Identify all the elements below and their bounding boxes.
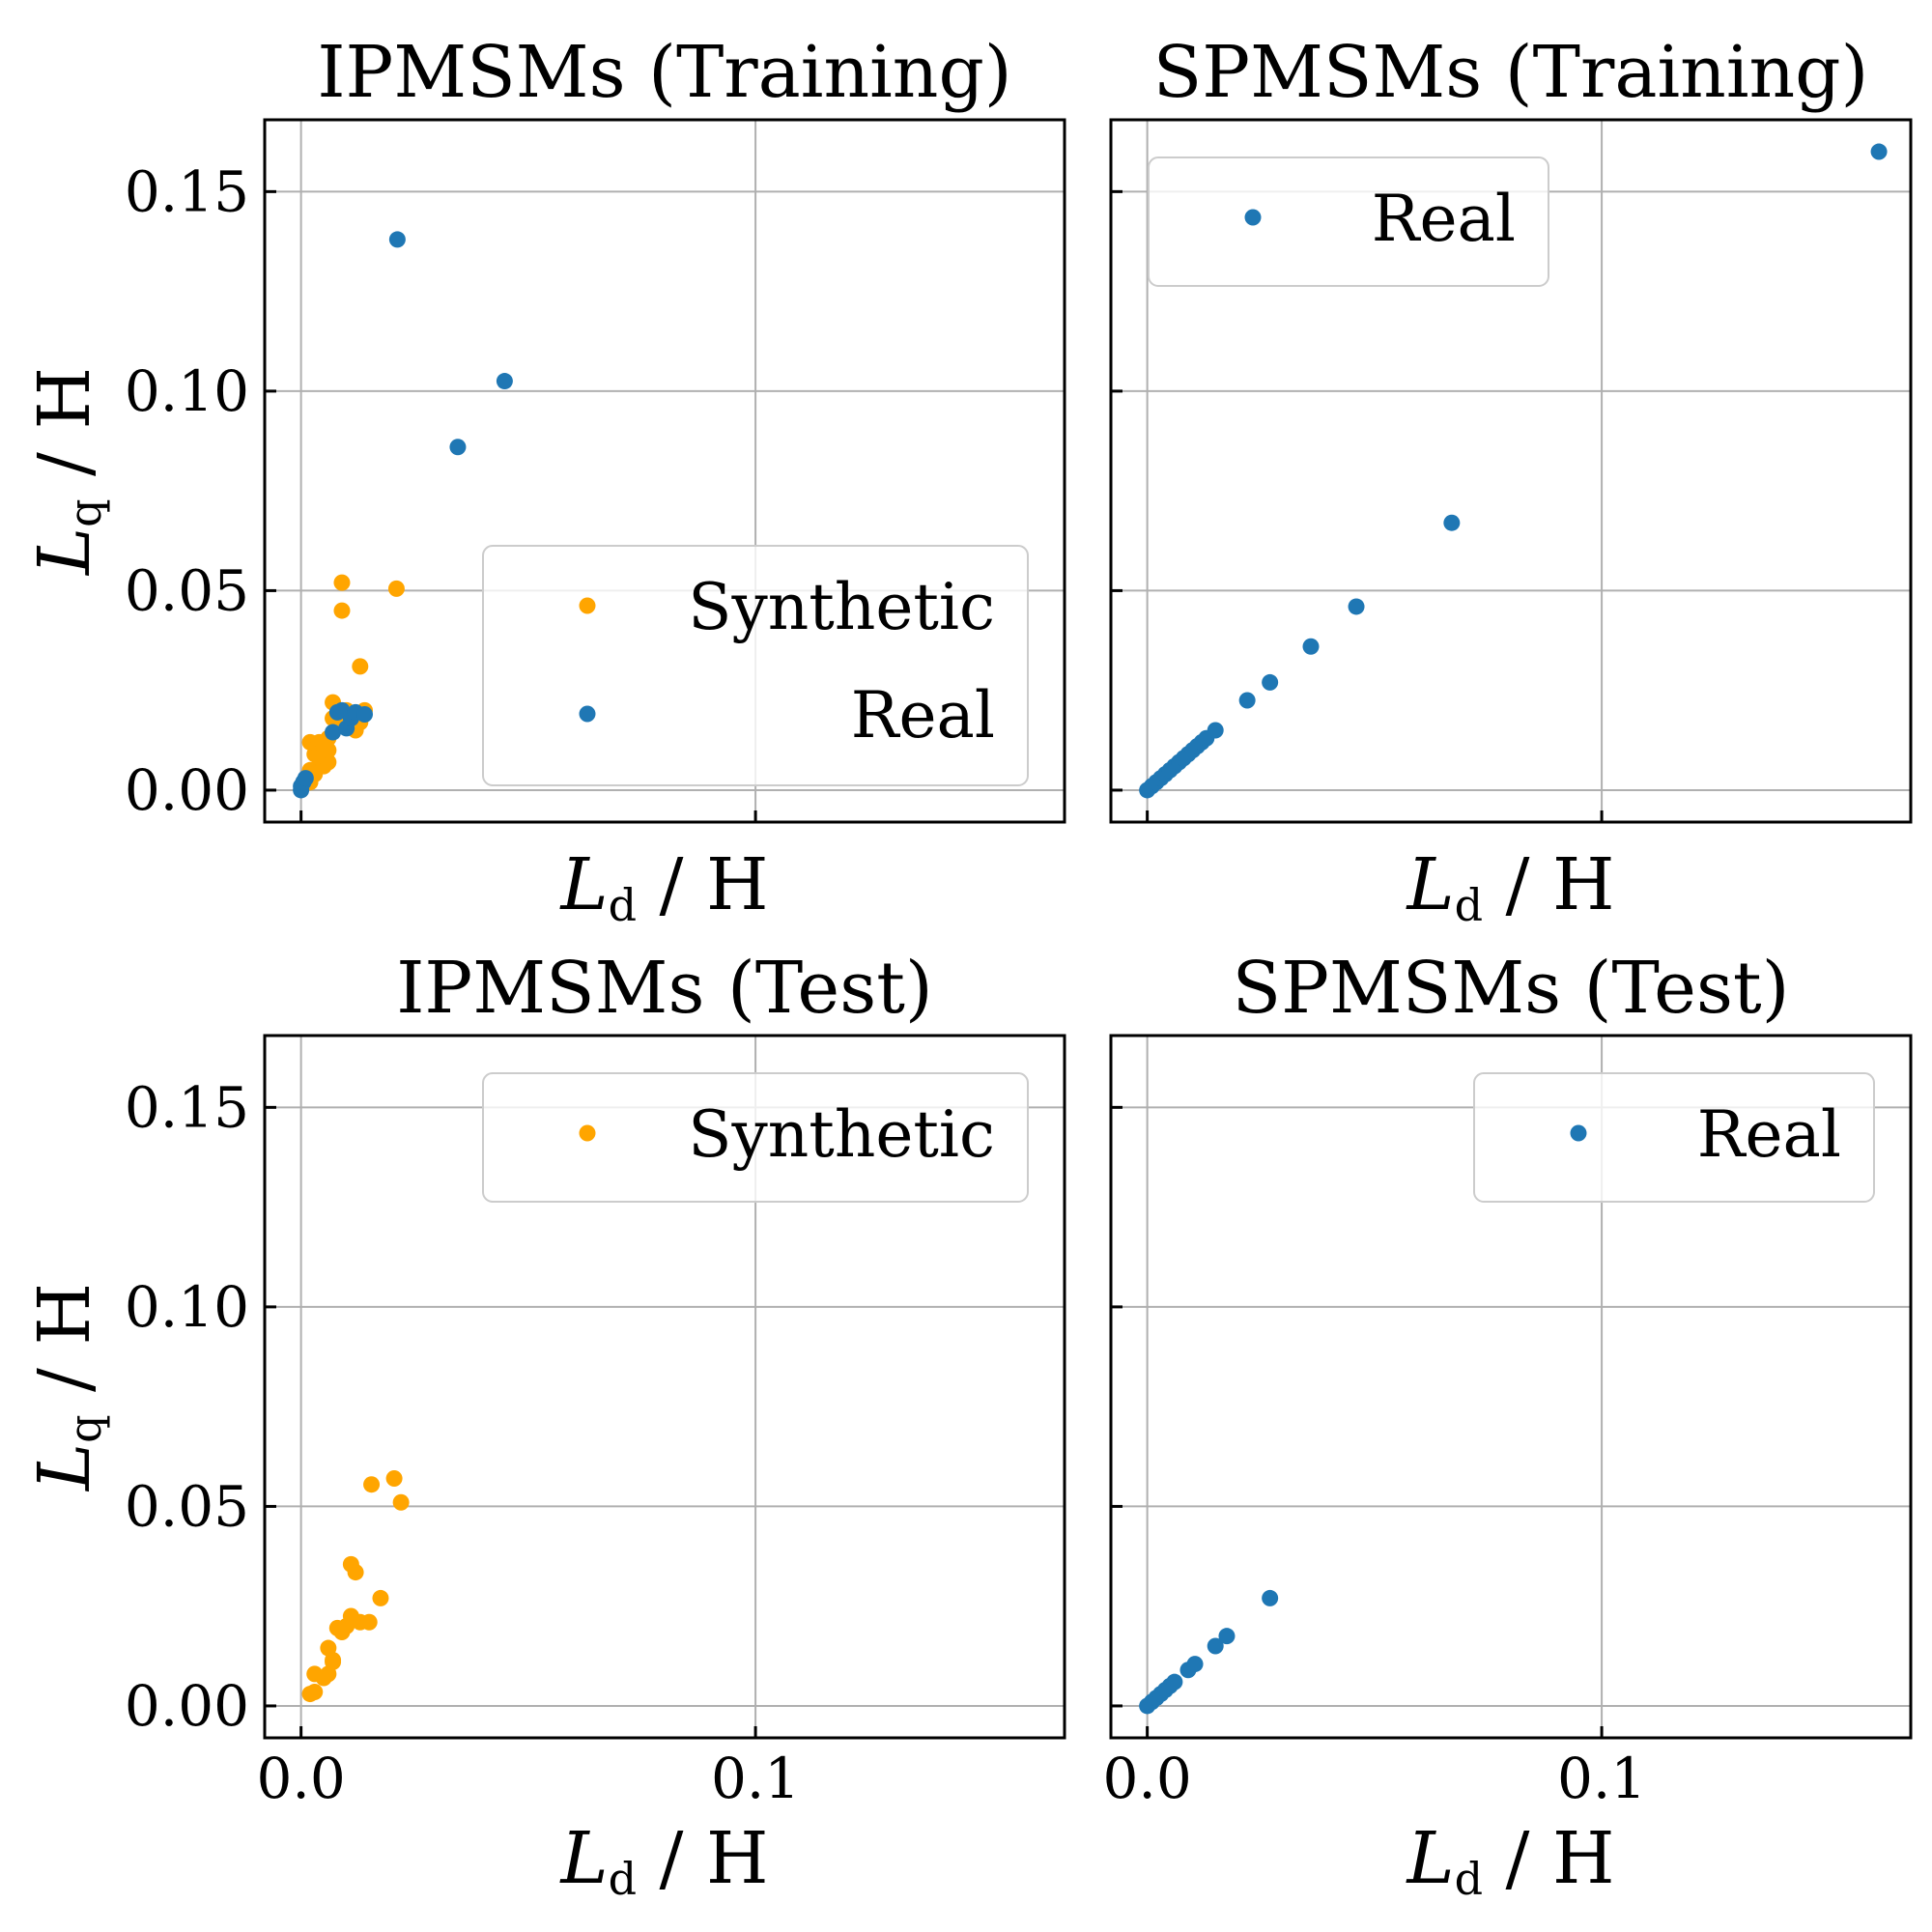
point-real-9	[1207, 1637, 1224, 1655]
point-synthetic-13	[347, 1564, 364, 1581]
point-synthetic-16	[333, 574, 351, 591]
x-axis-label: Ld / H	[558, 843, 768, 931]
subplot-title: SPMSMs (Test)	[1232, 947, 1789, 1030]
legend-marker-synthetic	[579, 1124, 596, 1142]
ytick-label-3: 0.15	[125, 158, 249, 224]
point-real-13	[496, 373, 513, 390]
point-real-8	[1186, 1656, 1204, 1673]
point-synthetic-26	[387, 580, 405, 597]
subplot-title: IPMSMs (Training)	[317, 31, 1011, 114]
legend: Synthetic Real	[482, 545, 1029, 786]
subplot-3: 0.00 0.05 0.10 0.15 0.0 0.1 IPMSMs (Test) Ld / …	[23, 947, 1066, 1905]
point-real-10	[1218, 1628, 1236, 1645]
ytick-label-3: 0.15	[125, 1074, 249, 1140]
legend-marker-synthetic	[579, 597, 596, 614]
point-synthetic-19	[392, 1493, 410, 1511]
subplot-title: IPMSMs (Test)	[396, 947, 933, 1030]
point-real-12	[449, 439, 467, 456]
point-synthetic-17	[333, 602, 351, 619]
y-axis-label: Lq / H	[23, 1283, 111, 1492]
ytick-label-1: 0.05	[125, 1473, 249, 1539]
subplot-title: SPMSMs (Training)	[1153, 31, 1869, 114]
legend-label-synthetic: Synthetic	[688, 1097, 995, 1172]
point-real-19	[1443, 514, 1461, 531]
xtick-label-0: 0.0	[257, 1746, 346, 1811]
point-synthetic-23	[352, 658, 369, 675]
point-synthetic-1	[306, 1683, 324, 1700]
ytick-label-2: 0.10	[125, 1274, 249, 1340]
point-synthetic-16	[363, 1476, 381, 1493]
xtick-label-1: 0.1	[1557, 1746, 1646, 1811]
point-synthetic-18	[385, 1470, 403, 1488]
axes-frame	[1109, 1034, 1913, 1740]
ytick-label-1: 0.05	[125, 557, 249, 623]
point-real-16	[1262, 673, 1279, 691]
y-axis-label: Lq / H	[23, 367, 111, 577]
legend-label-real: Real	[851, 678, 995, 753]
subplot-2: SPMSMs (Training) Ld / H Real	[1109, 31, 1913, 931]
axes-frame	[263, 1034, 1066, 1740]
point-synthetic-15	[360, 1613, 378, 1631]
x-axis-label: Ld / H	[1405, 843, 1614, 931]
point-synthetic-12	[320, 742, 337, 759]
ytick-label-2: 0.10	[125, 358, 249, 424]
point-real-18	[1348, 598, 1365, 615]
legend-label-synthetic: Synthetic	[688, 570, 995, 644]
point-synthetic-17	[372, 1589, 389, 1606]
point-synthetic-7	[325, 1651, 342, 1668]
legend: Real	[1473, 1072, 1875, 1203]
legend-label-real: Real	[1372, 182, 1516, 256]
point-real-20	[1870, 143, 1888, 160]
axes-frame	[1109, 118, 1913, 824]
point-real-11	[1262, 1589, 1279, 1606]
point-real-3	[297, 770, 314, 787]
subplot-1: 0.00 0.05 0.10 0.15 IPMSMs (Training) Ld / H L…	[23, 31, 1066, 931]
point-real-15	[1238, 692, 1256, 709]
legend-box	[1473, 1072, 1875, 1203]
point-synthetic-10	[320, 753, 337, 771]
point-real-10	[356, 705, 373, 723]
ytick-label-0: 0.00	[125, 1673, 249, 1739]
ytick-label-0: 0.00	[125, 757, 249, 823]
x-axis-label: Ld / H	[558, 1817, 768, 1905]
point-real-4	[325, 724, 342, 741]
xtick-label-0: 0.0	[1103, 1746, 1192, 1811]
x-axis-label: Ld / H	[1405, 1817, 1614, 1905]
legend-marker-real	[1244, 209, 1262, 226]
xtick-label-1: 0.1	[711, 1746, 800, 1811]
legend-marker-real	[579, 705, 596, 723]
subplot-4: 0.0 0.1 SPMSMs (Test) Ld / H Real	[1103, 947, 1913, 1905]
point-real-11	[388, 231, 406, 248]
point-real-17	[1302, 638, 1320, 655]
point-real-14	[1207, 722, 1224, 739]
legend-box	[482, 545, 1029, 786]
legend: Real	[1148, 156, 1549, 287]
legend: Synthetic	[482, 1072, 1029, 1203]
legend-label-real: Real	[1697, 1097, 1841, 1172]
legend-box	[1148, 156, 1549, 287]
legend-box	[482, 1072, 1029, 1203]
legend-marker-real	[1570, 1124, 1587, 1142]
point-real-6	[1166, 1673, 1183, 1690]
axes-frame	[263, 118, 1066, 824]
